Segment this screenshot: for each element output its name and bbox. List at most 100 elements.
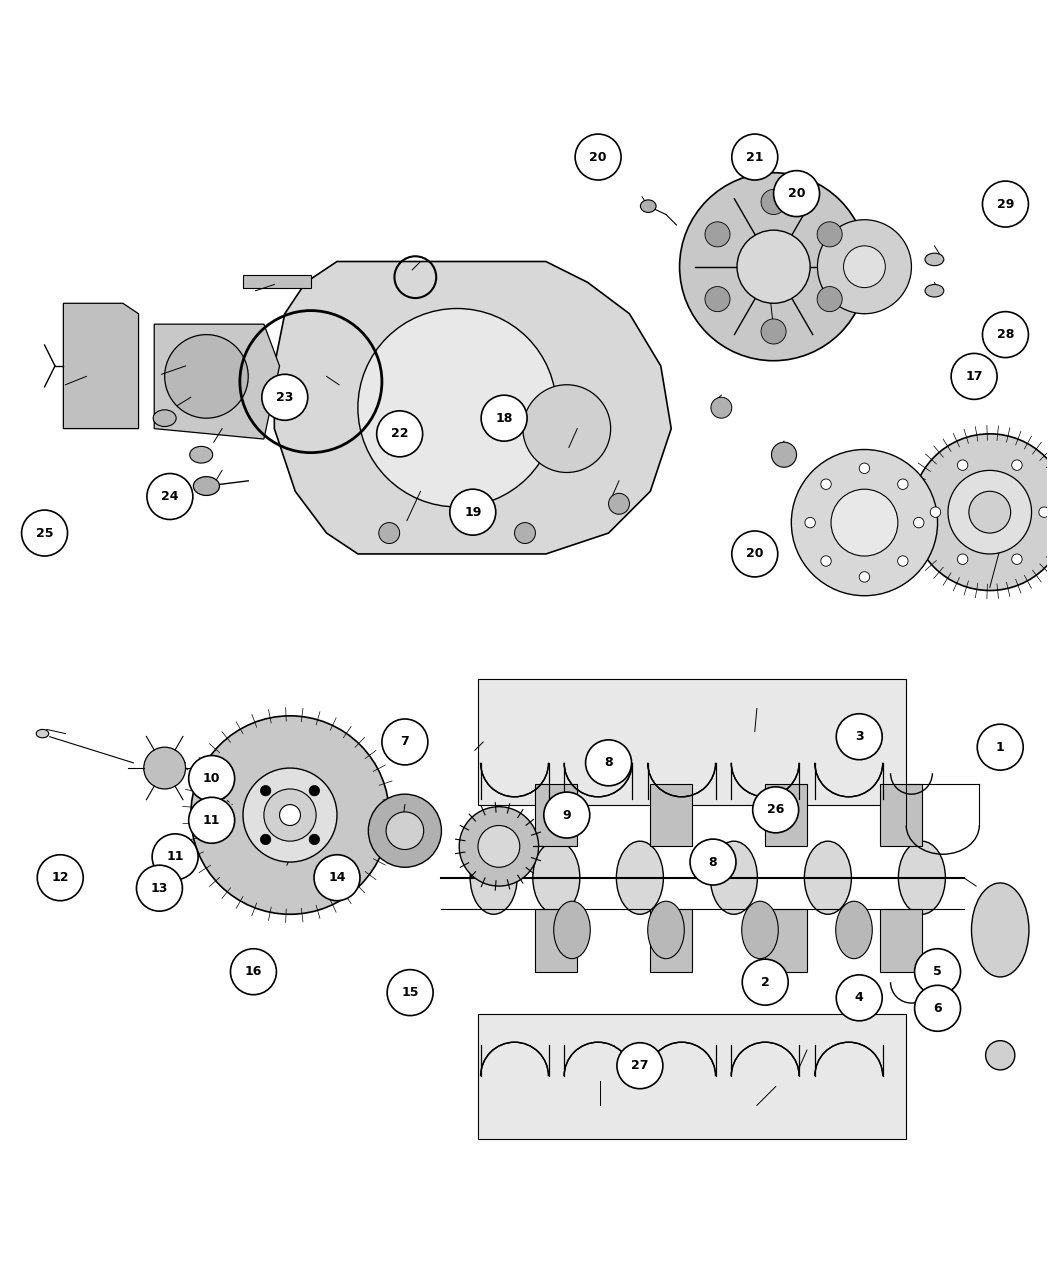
Ellipse shape (711, 842, 757, 914)
Circle shape (836, 975, 882, 1021)
Text: 26: 26 (766, 803, 784, 816)
Ellipse shape (899, 842, 945, 914)
Circle shape (261, 375, 308, 421)
Circle shape (761, 190, 786, 214)
Circle shape (387, 969, 433, 1016)
Circle shape (459, 807, 539, 886)
Ellipse shape (616, 842, 664, 914)
Polygon shape (650, 784, 692, 847)
Text: 5: 5 (933, 965, 942, 978)
Bar (243, 275, 311, 288)
Circle shape (772, 442, 797, 467)
Circle shape (586, 740, 631, 785)
Circle shape (279, 805, 300, 825)
Circle shape (914, 518, 924, 528)
Circle shape (859, 463, 869, 473)
Circle shape (898, 556, 908, 566)
Circle shape (843, 246, 885, 288)
Circle shape (481, 395, 527, 441)
Ellipse shape (532, 842, 580, 914)
Circle shape (859, 571, 869, 583)
Circle shape (369, 794, 441, 867)
Circle shape (1038, 507, 1049, 518)
Circle shape (147, 473, 193, 519)
Text: 19: 19 (464, 506, 482, 519)
Ellipse shape (741, 901, 778, 959)
Circle shape (449, 490, 496, 536)
Text: 22: 22 (391, 427, 408, 440)
Circle shape (260, 834, 271, 844)
Text: 8: 8 (604, 756, 613, 769)
Ellipse shape (804, 842, 852, 914)
Text: 20: 20 (788, 187, 805, 200)
Circle shape (1012, 553, 1022, 565)
Text: 13: 13 (151, 882, 168, 895)
Circle shape (189, 756, 234, 802)
Ellipse shape (971, 884, 1029, 977)
Circle shape (742, 959, 789, 1005)
Circle shape (774, 171, 820, 217)
Circle shape (898, 479, 908, 490)
Circle shape (761, 319, 786, 344)
Circle shape (792, 450, 938, 595)
Circle shape (264, 789, 316, 842)
Circle shape (915, 986, 961, 1031)
Circle shape (191, 715, 390, 914)
Circle shape (711, 398, 732, 418)
Polygon shape (154, 324, 279, 439)
Circle shape (831, 490, 898, 556)
Circle shape (377, 411, 423, 456)
Polygon shape (765, 784, 807, 847)
Circle shape (817, 222, 842, 247)
Circle shape (817, 287, 842, 311)
Circle shape (705, 222, 730, 247)
Text: 16: 16 (245, 965, 262, 978)
Text: 1: 1 (995, 741, 1005, 754)
Text: 18: 18 (496, 412, 512, 425)
Ellipse shape (925, 284, 944, 297)
Circle shape (737, 231, 811, 303)
Circle shape (732, 530, 778, 576)
Polygon shape (765, 909, 807, 972)
Circle shape (358, 309, 556, 507)
Ellipse shape (640, 200, 656, 213)
Circle shape (930, 507, 941, 518)
Circle shape (983, 181, 1028, 227)
Circle shape (753, 787, 799, 833)
Text: 7: 7 (400, 736, 410, 748)
Text: 14: 14 (329, 871, 345, 885)
Circle shape (609, 493, 629, 514)
Circle shape (821, 479, 832, 490)
Circle shape (22, 510, 67, 556)
Text: 8: 8 (709, 856, 717, 868)
Text: 2: 2 (761, 975, 770, 988)
Polygon shape (63, 303, 139, 428)
Circle shape (978, 724, 1023, 770)
Text: 11: 11 (166, 850, 184, 863)
Ellipse shape (190, 446, 213, 463)
Text: 24: 24 (161, 490, 179, 504)
Polygon shape (274, 261, 671, 553)
Circle shape (1012, 460, 1022, 470)
Circle shape (836, 714, 882, 760)
Polygon shape (880, 784, 922, 847)
Circle shape (243, 768, 337, 862)
Circle shape (386, 812, 424, 849)
Circle shape (165, 334, 248, 418)
Circle shape (821, 556, 832, 566)
Text: 3: 3 (855, 731, 863, 743)
Ellipse shape (36, 729, 48, 738)
Ellipse shape (925, 254, 944, 265)
Circle shape (805, 518, 816, 528)
Circle shape (314, 854, 360, 900)
Polygon shape (650, 909, 692, 972)
Text: 12: 12 (51, 871, 69, 885)
Circle shape (951, 353, 998, 399)
Bar (478, 680, 906, 805)
Ellipse shape (836, 901, 873, 959)
Polygon shape (880, 909, 922, 972)
Circle shape (37, 854, 83, 900)
Circle shape (544, 792, 590, 838)
Circle shape (690, 839, 736, 885)
Text: 29: 29 (996, 198, 1014, 210)
